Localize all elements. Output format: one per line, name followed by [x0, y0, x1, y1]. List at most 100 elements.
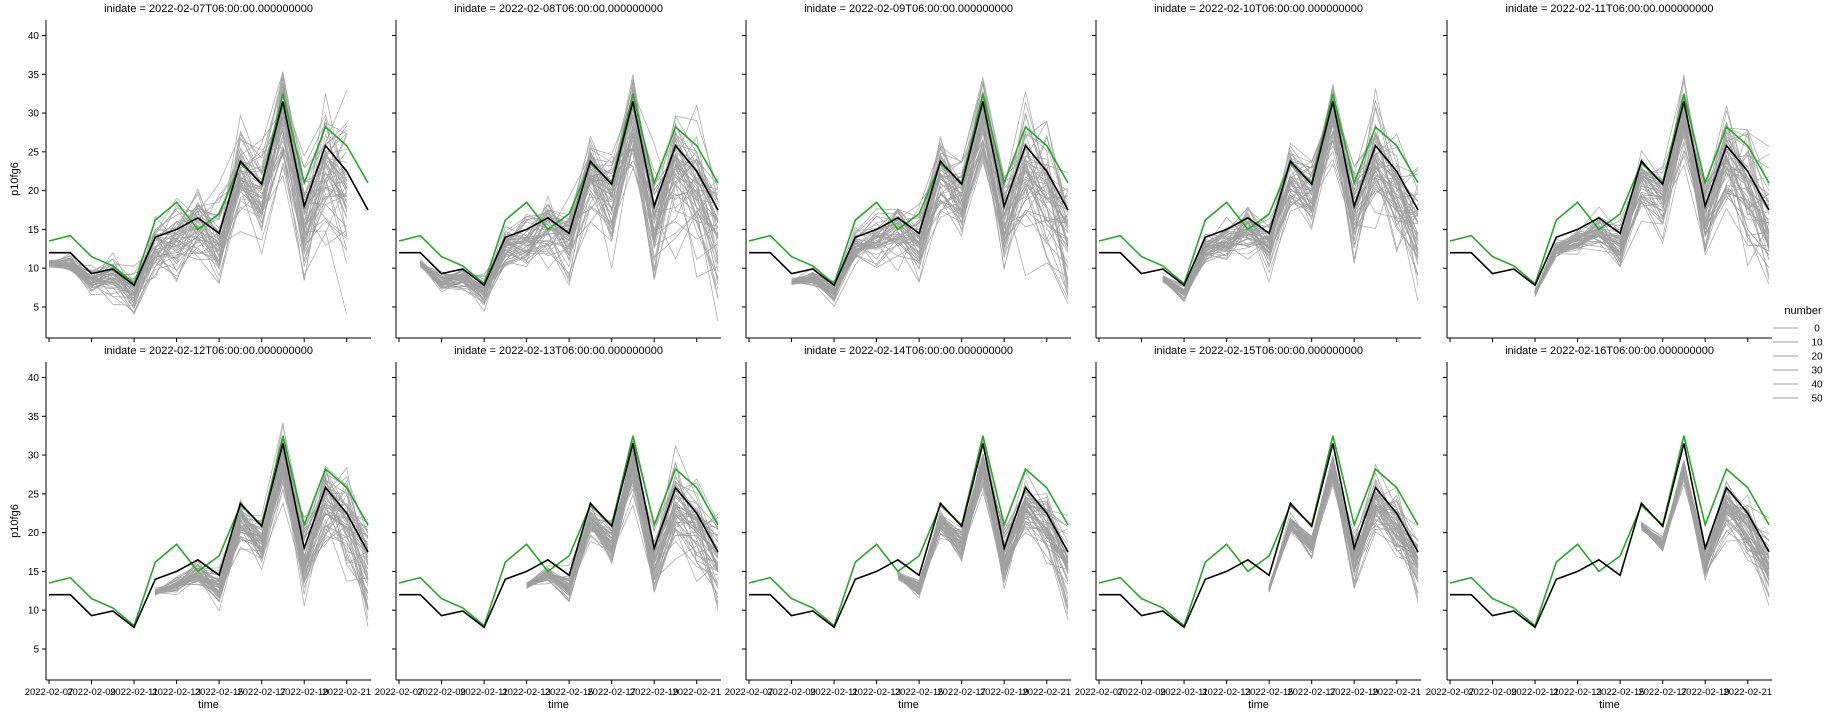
reference-line-green: [1098, 435, 1419, 628]
reference-line-green: [48, 93, 369, 286]
x-tick-label: 2022-02-07: [375, 687, 424, 698]
reference-line-green: [398, 435, 719, 628]
x-tick-label: 2022-02-13: [152, 687, 201, 698]
ensemble-member-line: [420, 105, 719, 288]
ensemble-members: [1534, 74, 1770, 297]
facet-panel: inidate = 2022-02-16T06:00:00.000000000 2…: [1426, 345, 1772, 711]
ensemble-member-line: [1534, 155, 1770, 290]
ensemble-member-line: [155, 442, 369, 594]
ensemble-member-line: [1268, 457, 1419, 591]
ensemble-member-line: [897, 474, 1069, 609]
ensemble-member-line: [1534, 94, 1770, 292]
y-tick-label: 10: [28, 264, 40, 275]
ensemble-member-line: [526, 450, 719, 591]
x-tick-label: 2022-02-17: [237, 687, 286, 698]
ensemble-member-line: [48, 71, 347, 289]
y-axis-label: p10fg6: [9, 162, 21, 196]
y-tick-label: 35: [28, 412, 40, 423]
ensemble-member-line: [420, 116, 719, 299]
ensemble-member-line: [1162, 117, 1419, 286]
x-tick-label: 2022-02-09: [67, 687, 116, 698]
x-tick-label: 2022-02-21: [1022, 687, 1071, 698]
legend-entry-label: 20: [1811, 352, 1823, 363]
y-tick-label: 25: [28, 489, 40, 500]
panel-title: inidate = 2022-02-12T06:00:00.000000000: [104, 345, 313, 357]
facet-panel: inidate = 2022-02-11T06:00:00.000000000: [1443, 3, 1772, 342]
reference-line-green: [748, 93, 1069, 286]
y-axis-label: p10fg6: [9, 504, 21, 538]
x-tick-label: 2022-02-17: [937, 687, 986, 698]
x-tick-label: 2022-02-07: [1426, 687, 1475, 698]
ensemble-member-line: [420, 105, 719, 304]
ensemble-member-line: [526, 470, 719, 603]
legend-entry-label: 10: [1811, 338, 1823, 349]
ensemble-member-line: [419, 147, 719, 284]
ensemble-member-line: [1162, 104, 1419, 303]
x-tick-label: 2022-02-13: [1202, 687, 1251, 698]
x-tick-label: 2022-02-09: [767, 687, 816, 698]
ensemble-member-line: [1534, 121, 1770, 297]
ensemble-member-line: [1162, 99, 1419, 296]
ensemble-member-line: [1268, 464, 1419, 589]
ensemble-member-line: [1534, 112, 1770, 294]
panel-title: inidate = 2022-02-09T06:00:00.000000000: [804, 3, 1013, 15]
x-tick-label: 2022-02-19: [980, 687, 1029, 698]
reference-line-black: [1099, 443, 1419, 629]
x-tick-label: 2022-02-19: [280, 687, 329, 698]
x-tick-label: 2022-02-21: [1372, 687, 1421, 698]
reference-line-black: [749, 101, 1069, 287]
ensemble-members: [1268, 454, 1419, 603]
facet-panel: inidate = 2022-02-13T06:00:00.000000000 2…: [375, 345, 721, 711]
ensemble-member-line: [897, 465, 1069, 621]
ensemble-member-line: [155, 481, 369, 591]
facet-panel: inidate = 2022-02-09T06:00:00.000000000: [742, 3, 1071, 342]
reference-line-black: [49, 443, 369, 629]
facet-panel: inidate = 2022-02-07T06:00:00.000000000 5…: [9, 3, 371, 342]
facet-panel: inidate = 2022-02-12T06:00:00.000000000 5…: [9, 345, 371, 711]
y-tick-label: 35: [28, 70, 40, 81]
reference-line-black: [1099, 101, 1419, 287]
ensemble-members: [155, 422, 369, 627]
ensemble-member-line: [1534, 129, 1770, 292]
x-axis-label: time: [198, 699, 219, 711]
x-tick-label: 2022-02-07: [1075, 687, 1124, 698]
ensemble-member-line: [155, 441, 369, 595]
ensemble-member-line: [1534, 99, 1770, 296]
x-tick-label: 2022-02-09: [1468, 687, 1517, 698]
x-tick-label: 2022-02-11: [810, 687, 858, 698]
x-tick-label: 2022-02-15: [1245, 687, 1294, 698]
legend-entry-label: 0: [1814, 324, 1820, 335]
y-tick-label: 15: [28, 225, 40, 236]
ensemble-members: [526, 440, 719, 611]
reference-line-black: [399, 101, 719, 287]
ensemble-member-line: [1641, 464, 1770, 595]
reference-line-green: [1449, 435, 1770, 628]
x-tick-label: 2022-02-15: [895, 687, 944, 698]
x-tick-label: 2022-02-15: [1596, 687, 1645, 698]
x-tick-label: 2022-02-09: [417, 687, 466, 698]
x-tick-label: 2022-02-13: [1553, 687, 1602, 698]
x-axis-label: time: [898, 699, 919, 711]
x-tick-label: 2022-02-15: [545, 687, 594, 698]
facet-panel: inidate = 2022-02-08T06:00:00.000000000: [392, 3, 721, 342]
reference-line-green: [398, 93, 719, 286]
x-axis-label: time: [548, 699, 569, 711]
ensemble-member-line: [155, 437, 369, 593]
y-tick-label: 25: [28, 147, 40, 158]
ensemble-members: [1641, 459, 1770, 606]
ensemble-member-line: [48, 149, 347, 289]
x-tick-label: 2022-02-21: [1723, 687, 1772, 698]
ensemble-member-line: [1534, 126, 1770, 292]
x-tick-label: 2022-02-13: [852, 687, 901, 698]
ensemble-members: [791, 77, 1069, 307]
x-tick-label: 2022-02-13: [502, 687, 551, 698]
ensemble-members: [897, 439, 1069, 621]
ensemble-member-line: [420, 147, 719, 293]
reference-line-black: [749, 443, 1069, 629]
x-tick-label: 2022-02-17: [1287, 687, 1336, 698]
ensemble-member-line: [1162, 106, 1419, 295]
ensemble-member-line: [1641, 467, 1770, 587]
ensemble-member-line: [526, 462, 719, 592]
x-tick-label: 2022-02-19: [1330, 687, 1379, 698]
